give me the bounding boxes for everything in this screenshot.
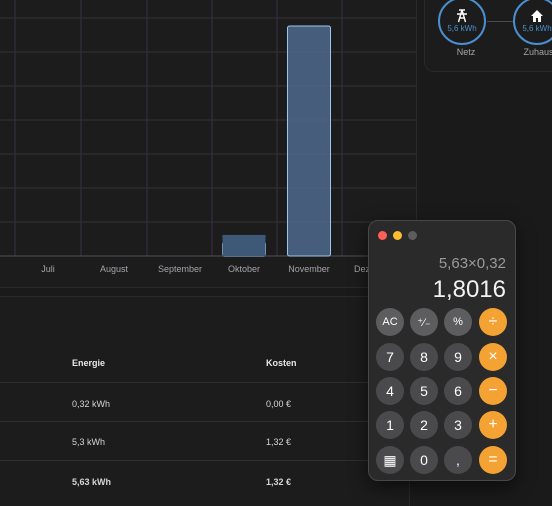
energy-chart-card: Juli August September Oktober November D… (0, 0, 417, 288)
digit-9-button[interactable]: 9 (444, 343, 472, 371)
digit-6-button[interactable]: 6 (444, 377, 472, 405)
digit-7-button[interactable]: 7 (376, 343, 404, 371)
grid-node-label: Netz (456, 47, 476, 57)
digit-8-button[interactable]: 8 (410, 343, 438, 371)
row-divider (0, 382, 409, 383)
digit-0-button[interactable]: 0 (410, 446, 438, 474)
zoom-window-button[interactable] (408, 231, 417, 240)
table-cell-energy: 0,32 kWh (72, 399, 111, 409)
calculator-mode-button[interactable]: ▦ (376, 446, 404, 474)
digit-3-button[interactable]: 3 (444, 411, 472, 439)
calculator-result: 1,8016 (432, 276, 506, 303)
add-button[interactable]: + (479, 411, 507, 439)
energy-flow-card: 5,6 kWh Netz 5,6 kWh Zuhause (424, 0, 552, 72)
table-cell-cost: 1,32 € (266, 437, 292, 447)
digit-1-button[interactable]: 1 (376, 411, 404, 439)
table-cell-cost: 0,00 € (266, 399, 292, 409)
month-label-october: Oktober (227, 264, 261, 274)
calculator-window: 5,63×0,32 1,8016 AC ⁺∕₋% ÷ 7 8 9 × 4 5 6− 1 2 3 + ▦ 0, = (368, 220, 516, 481)
sign-toggle-button[interactable]: ⁺∕₋ (410, 308, 438, 336)
digit-5-button[interactable]: 5 (410, 377, 438, 405)
month-label-september: September (157, 264, 203, 274)
month-label-november: November (288, 264, 330, 274)
row-divider (0, 460, 409, 461)
decimal-button[interactable]: , (444, 446, 472, 474)
table-cell-energy: 5,3 kWh (72, 437, 106, 447)
bar-base-oktober[interactable] (222, 234, 266, 256)
all-clear-button[interactable]: AC (376, 308, 404, 336)
digit-2-button[interactable]: 2 (410, 411, 438, 439)
energy-cost-table: Energie Kosten 0,32 kWh 0,00 € 5,3 kWh 1… (0, 296, 410, 506)
multiply-button[interactable]: × (479, 343, 507, 371)
home-node[interactable]: 5,6 kWh (513, 0, 552, 45)
close-window-button[interactable] (378, 231, 387, 240)
calculator-expression: 5,63×0,32 (438, 255, 506, 272)
equals-button[interactable]: = (479, 446, 507, 474)
minimize-window-button[interactable] (393, 231, 402, 240)
home-node-label: Zuhause (523, 47, 552, 57)
table-total-energy: 5,63 kWh (72, 477, 112, 487)
month-label-december: Dez (353, 264, 371, 274)
digit-4-button[interactable]: 4 (376, 377, 404, 405)
month-label-july: Juli (41, 264, 55, 274)
grid-node-value: 5,6 kWh (447, 24, 477, 33)
transmission-tower-icon (457, 9, 467, 23)
flow-connector (487, 21, 513, 22)
home-icon (531, 10, 543, 22)
table-header-energy: Energie (72, 358, 106, 368)
bar-chart (0, 0, 416, 257)
row-divider (0, 421, 409, 422)
subtract-button[interactable]: − (479, 377, 507, 405)
home-node-value: 5,6 kWh (522, 24, 552, 33)
divide-button[interactable]: ÷ (479, 308, 507, 336)
month-label-august: August (99, 264, 129, 274)
bar-november[interactable] (287, 25, 331, 257)
table-total-cost: 1,32 € (266, 477, 292, 487)
table-header-cost: Kosten (266, 358, 297, 368)
grid-node[interactable]: 5,6 kWh (438, 0, 486, 45)
percent-button[interactable]: % (444, 308, 472, 336)
